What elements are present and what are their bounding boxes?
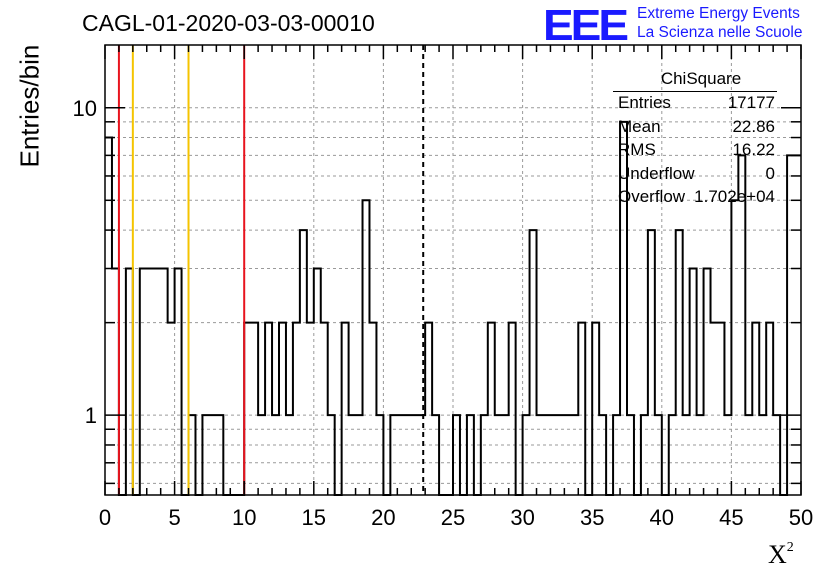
- stats-value: 0: [765, 163, 775, 183]
- stats-key: Entries: [618, 93, 671, 112]
- stats-row-overflow: Overflow 1.702e+04: [613, 186, 779, 210]
- stats-row-mean: Mean 22.86: [613, 116, 779, 140]
- stats-key: RMS: [618, 140, 656, 159]
- stats-key: Underflow: [618, 163, 695, 183]
- logo-line-1: Extreme Energy Events: [637, 5, 800, 22]
- stats-value: 16.22: [732, 140, 775, 159]
- logo-text: Extreme Energy Events La Scienza nelle S…: [637, 4, 802, 42]
- stats-value: 22.86: [732, 116, 775, 136]
- y-tick-label: 1: [85, 403, 97, 428]
- x-tick-label: 15: [302, 505, 326, 530]
- y-axis-label: Entries/bin: [14, 44, 45, 168]
- eee-logo: EEE: [543, 0, 629, 50]
- x-tick-label: 5: [168, 505, 180, 530]
- x-tick-label: 25: [441, 505, 465, 530]
- x-tick-label: 45: [719, 505, 743, 530]
- chart-title: CAGL-01-2020-03-03-00010: [82, 10, 375, 36]
- logo-line-2: La Scienza nelle Scuole: [637, 24, 803, 41]
- x-tick-label: 40: [650, 505, 674, 530]
- stats-value: 17177: [727, 93, 775, 112]
- y-tick-label: 10: [73, 96, 97, 121]
- stats-key: Overflow: [618, 187, 686, 206]
- x-tick-label: 50: [789, 505, 813, 530]
- x-tick-label: 35: [580, 505, 604, 530]
- x-tick-label: 0: [99, 505, 111, 530]
- stats-row-underflow: Underflow 0: [613, 163, 779, 187]
- stats-key: Mean: [618, 116, 661, 136]
- stats-box: ChiSquare Entries 17177 Mean 22.86 RMS 1…: [613, 69, 779, 210]
- stats-row-entries: Entries 17177: [613, 92, 779, 116]
- stats-row-rms: RMS 16.22: [613, 139, 779, 163]
- x-tick-label: 10: [232, 505, 256, 530]
- x-axis-label: X2: [768, 540, 794, 569]
- x-tick-label: 20: [371, 505, 395, 530]
- x-tick-label: 30: [510, 505, 534, 530]
- stats-box-title: ChiSquare: [660, 69, 742, 88]
- stats-value: 1.702e+04: [694, 187, 775, 206]
- stats-box-divider: [613, 91, 777, 92]
